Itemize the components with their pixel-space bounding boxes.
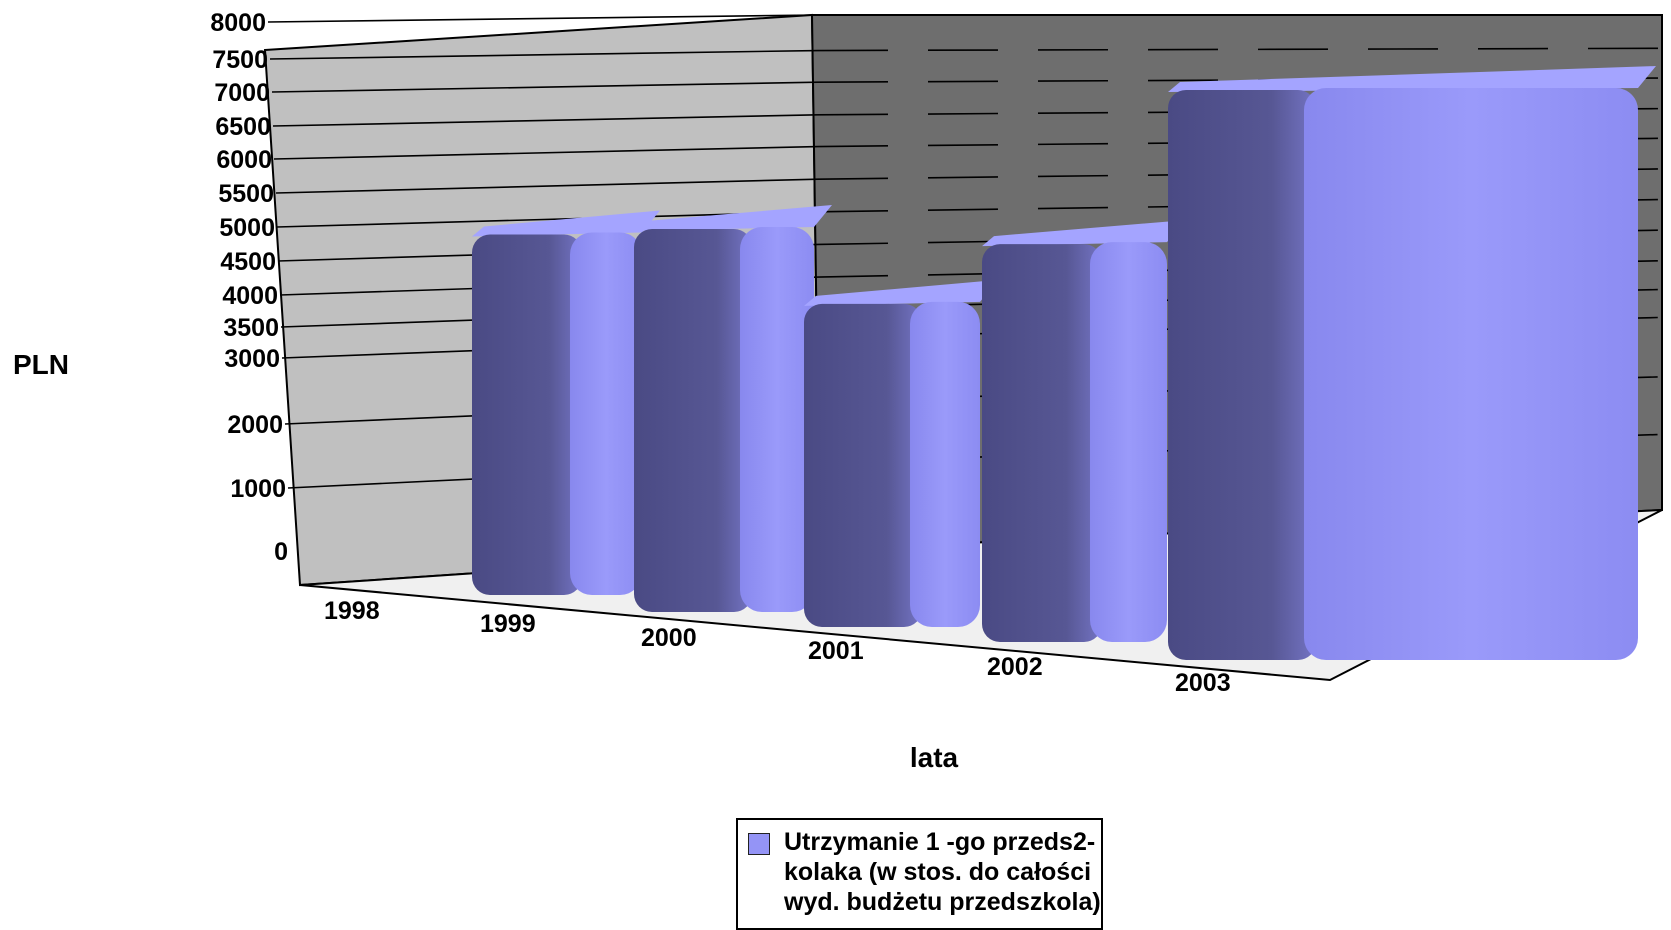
gridline-left	[267, 14, 819, 23]
legend-swatch	[748, 833, 770, 855]
gridline-left	[275, 178, 819, 194]
x-tick-label: 1998	[324, 597, 380, 625]
y-tick-label: 5500	[218, 180, 274, 208]
x-tick-label: 2003	[1175, 669, 1231, 697]
bar	[1168, 66, 1656, 661]
y-axis-ticks: 0 1000 2000 3000 3500 4000 4500 5000 5500 6000 650…	[210, 9, 288, 566]
bar-front	[1304, 88, 1638, 661]
y-tick-label: 4500	[220, 248, 276, 276]
bar-top	[804, 279, 998, 306]
bar-top	[472, 210, 660, 237]
bar-top	[982, 220, 1185, 247]
legend-label-line: kolaka (w stos. do całości	[784, 858, 1092, 886]
legend-label: Utrzymanie 1 -go przeds2- kolaka (w stos…	[784, 827, 1102, 917]
bar-side	[472, 234, 582, 596]
bar-front	[910, 301, 980, 627]
bar	[982, 220, 1185, 642]
gridline-left	[269, 49, 819, 60]
bars	[472, 66, 1656, 661]
y-tick-label: 1000	[230, 475, 286, 503]
y-tick-label: 8000	[210, 9, 266, 37]
gridline-back	[817, 47, 1663, 52]
bar-side	[1168, 90, 1316, 661]
bar	[472, 210, 660, 596]
y-tick-label: 4000	[222, 282, 278, 310]
bar	[634, 205, 832, 613]
bar-side	[982, 244, 1102, 642]
bar-front	[1090, 242, 1167, 642]
y-tick-label: 7500	[212, 46, 268, 74]
bar-side	[804, 303, 922, 627]
y-tick-label: 2000	[227, 411, 283, 439]
x-tick-label: 2002	[987, 653, 1043, 681]
legend-label-line: Utrzymanie 1 -go przeds2-	[784, 828, 1096, 856]
y-tick-label: 0	[274, 538, 288, 566]
bar	[804, 279, 998, 627]
bar-front	[740, 227, 814, 613]
y-tick-label: 6000	[216, 146, 272, 174]
y-axis-title: PLN	[13, 349, 69, 380]
legend: Utrzymanie 1 -go przeds2- kolaka (w stos…	[736, 818, 1103, 930]
x-tick-label: 2001	[808, 637, 864, 665]
bar-side	[634, 229, 752, 613]
y-tick-label: 3000	[224, 345, 280, 373]
x-tick-label: 1999	[480, 610, 536, 638]
bar-top	[634, 205, 832, 232]
y-tick-label: 3500	[223, 314, 279, 342]
gridline-left	[272, 114, 819, 127]
y-tick-label: 7000	[214, 79, 270, 107]
gridline-left	[273, 145, 819, 160]
gridline-left	[271, 81, 819, 93]
x-tick-label: 2000	[641, 624, 697, 652]
x-axis-ticks: 1998 1999 2000 2001 2002 2003	[324, 597, 1231, 697]
x-axis-title: lata	[910, 742, 959, 773]
bar-front	[570, 232, 642, 596]
y-tick-label: 6500	[215, 113, 271, 141]
bar-top	[1168, 66, 1656, 93]
y-tick-label: 5000	[219, 214, 275, 242]
legend-label-line: wyd. budżetu przedszkola)	[784, 888, 1101, 916]
